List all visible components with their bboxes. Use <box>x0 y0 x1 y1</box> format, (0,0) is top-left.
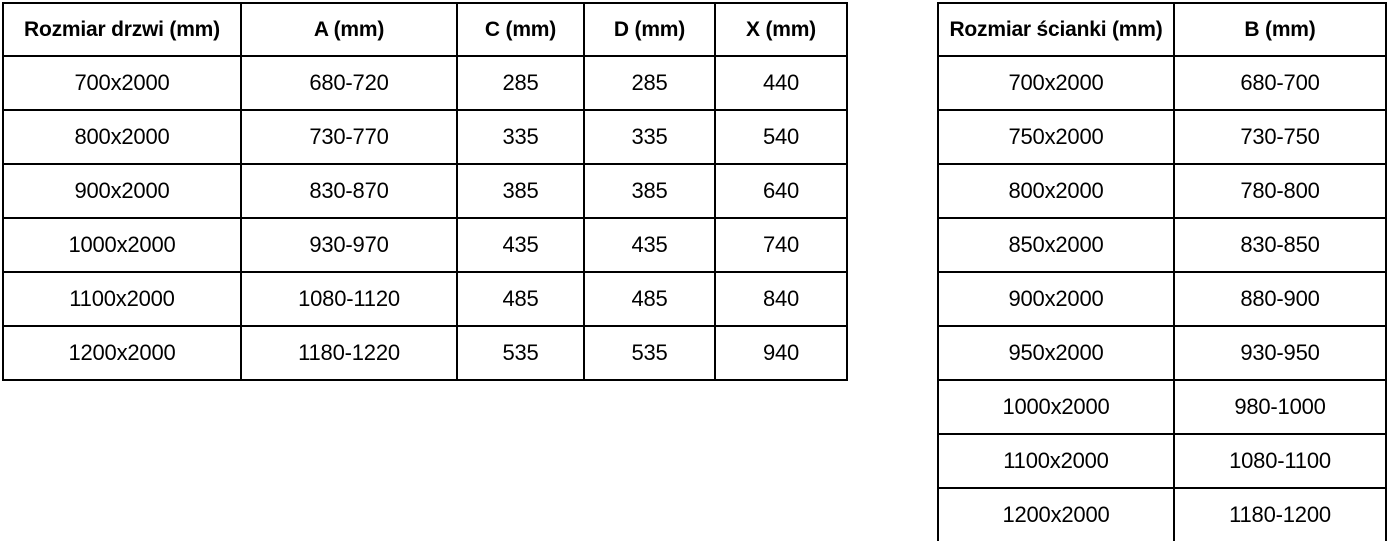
table-cell: 800x2000 <box>937 163 1175 219</box>
table-cell: 535 <box>456 325 585 381</box>
table-cell: 285 <box>583 55 716 111</box>
table-row: 1200x2000 1180-1200 <box>937 487 1387 541</box>
table-cell: 1000x2000 <box>2 217 242 273</box>
table-cell: 830-870 <box>240 163 458 219</box>
wall-panel-dimensions-table: Rozmiar ścianki (mm) B (mm) 700x2000 680-7… <box>937 2 1387 541</box>
table-cell: 1080-1100 <box>1173 433 1387 489</box>
table-cell: 730-750 <box>1173 109 1387 165</box>
door-table-header: Rozmiar drzwi (mm) A (mm) C (mm) D (mm) X (m… <box>2 2 848 57</box>
table-cell: 980-1000 <box>1173 379 1387 435</box>
table-cell: 1100x2000 <box>2 271 242 327</box>
table-cell: 880-900 <box>1173 271 1387 327</box>
table-cell: 940 <box>714 325 848 381</box>
column-header: Rozmiar drzwi (mm) <box>2 2 242 57</box>
wall-table-body: 700x2000 680-700 750x2000 730-750 800x2000 78… <box>937 55 1387 541</box>
table-cell: 540 <box>714 109 848 165</box>
table-cell: 1200x2000 <box>2 325 242 381</box>
table-cell: 680-700 <box>1173 55 1387 111</box>
table-row: 700x2000 680-720 285 285 440 <box>2 55 848 111</box>
column-header: A (mm) <box>240 2 458 57</box>
table-cell: 335 <box>583 109 716 165</box>
table-cell: 840 <box>714 271 848 327</box>
table-cell: 285 <box>456 55 585 111</box>
table-row: 950x2000 930-950 <box>937 325 1387 381</box>
table-cell: 750x2000 <box>937 109 1175 165</box>
table-cell: 730-770 <box>240 109 458 165</box>
table-row: 800x2000 730-770 335 335 540 <box>2 109 848 165</box>
table-cell: 485 <box>456 271 585 327</box>
header-row: Rozmiar ścianki (mm) B (mm) <box>937 2 1387 57</box>
table-cell: 950x2000 <box>937 325 1175 381</box>
table-cell: 830-850 <box>1173 217 1387 273</box>
table-row: 900x2000 830-870 385 385 640 <box>2 163 848 219</box>
table-cell: 1000x2000 <box>937 379 1175 435</box>
table-row: 1100x2000 1080-1100 <box>937 433 1387 489</box>
table-cell: 435 <box>456 217 585 273</box>
table-row: 900x2000 880-900 <box>937 271 1387 327</box>
column-header: Rozmiar ścianki (mm) <box>937 2 1175 57</box>
table-row: 850x2000 830-850 <box>937 217 1387 273</box>
table-cell: 700x2000 <box>937 55 1175 111</box>
table-cell: 485 <box>583 271 716 327</box>
table-row: 750x2000 730-750 <box>937 109 1387 165</box>
header-row: Rozmiar drzwi (mm) A (mm) C (mm) D (mm) X (m… <box>2 2 848 57</box>
table-cell: 1180-1200 <box>1173 487 1387 541</box>
column-header: B (mm) <box>1173 2 1387 57</box>
table-cell: 535 <box>583 325 716 381</box>
table-cell: 740 <box>714 217 848 273</box>
table-row: 800x2000 780-800 <box>937 163 1387 219</box>
table-row: 1000x2000 930-970 435 435 740 <box>2 217 848 273</box>
column-header: D (mm) <box>583 2 716 57</box>
table-row: 1200x2000 1180-1220 535 535 940 <box>2 325 848 381</box>
column-header: C (mm) <box>456 2 585 57</box>
table-cell: 930-950 <box>1173 325 1387 381</box>
table-cell: 1180-1220 <box>240 325 458 381</box>
table-cell: 440 <box>714 55 848 111</box>
table-cell: 1080-1120 <box>240 271 458 327</box>
table-cell: 435 <box>583 217 716 273</box>
wall-table-header: Rozmiar ścianki (mm) B (mm) <box>937 2 1387 57</box>
door-dimensions-table: Rozmiar drzwi (mm) A (mm) C (mm) D (mm) X (m… <box>2 2 848 381</box>
table-row: 700x2000 680-700 <box>937 55 1387 111</box>
table-cell: 335 <box>456 109 585 165</box>
table-cell: 680-720 <box>240 55 458 111</box>
table-cell: 900x2000 <box>937 271 1175 327</box>
table-cell: 850x2000 <box>937 217 1175 273</box>
table-cell: 1100x2000 <box>937 433 1175 489</box>
column-header: X (mm) <box>714 2 848 57</box>
table-cell: 1200x2000 <box>937 487 1175 541</box>
table-cell: 780-800 <box>1173 163 1387 219</box>
table-cell: 900x2000 <box>2 163 242 219</box>
table-cell: 640 <box>714 163 848 219</box>
table-cell: 700x2000 <box>2 55 242 111</box>
door-table-body: 700x2000 680-720 285 285 440 800x2000 730-770 3… <box>2 55 848 381</box>
table-cell: 930-970 <box>240 217 458 273</box>
table-cell: 385 <box>583 163 716 219</box>
table-cell: 385 <box>456 163 585 219</box>
table-row: 1100x2000 1080-1120 485 485 840 <box>2 271 848 327</box>
table-row: 1000x2000 980-1000 <box>937 379 1387 435</box>
table-cell: 800x2000 <box>2 109 242 165</box>
